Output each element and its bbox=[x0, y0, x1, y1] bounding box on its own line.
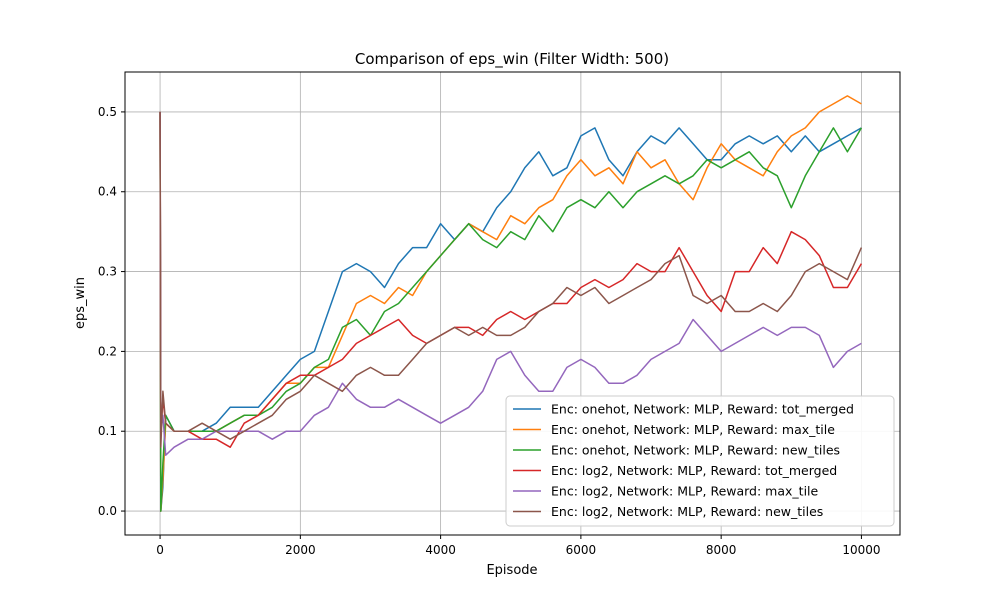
axis-ticks: 0 2000 4000 6000 8000 10000 0.0 0.1 0.2 0.3 0.4 0.5 bbox=[98, 105, 881, 557]
legend-label: Enc: log2, Network: MLP, Reward: new_til… bbox=[551, 504, 823, 519]
x-tick-label: 2000 bbox=[285, 543, 316, 557]
y-tick-label: 0.0 bbox=[98, 504, 117, 518]
legend-box bbox=[505, 395, 895, 527]
series-line-3 bbox=[159, 111, 863, 512]
legend-label: Enc: log2, Network: MLP, Reward: max_til… bbox=[551, 484, 819, 499]
legend-label: Enc: onehot, Network: MLP, Reward: max_t… bbox=[551, 422, 835, 437]
y-axis-label: eps_win bbox=[73, 277, 88, 329]
legend-items: Enc: onehot, Network: MLP, Reward: tot_m… bbox=[513, 402, 854, 519]
legend: Enc: onehot, Network: MLP, Reward: tot_m… bbox=[505, 395, 895, 527]
y-tick-label: 0.4 bbox=[98, 185, 117, 199]
legend-label: Enc: log2, Network: MLP, Reward: tot_mer… bbox=[551, 463, 837, 478]
y-tick-label: 0.5 bbox=[98, 105, 117, 119]
y-tick-label: 0.2 bbox=[98, 344, 117, 358]
series-lines bbox=[159, 95, 863, 512]
series-line-6 bbox=[159, 111, 863, 448]
series-line-5 bbox=[159, 111, 862, 456]
x-tick-label: 4000 bbox=[425, 543, 456, 557]
chart-title: Comparison of eps_win (Filter Width: 500… bbox=[355, 50, 669, 69]
y-tick-label: 0.3 bbox=[98, 265, 117, 279]
x-tick-label: 10000 bbox=[842, 543, 880, 557]
plot-frame bbox=[124, 71, 901, 536]
legend-label: Enc: onehot, Network: MLP, Reward: new_t… bbox=[551, 443, 840, 458]
legend-label: Enc: onehot, Network: MLP, Reward: tot_m… bbox=[551, 402, 854, 417]
x-axis-label: Episode bbox=[486, 563, 537, 578]
y-tick-label: 0.1 bbox=[98, 424, 117, 438]
x-tick-label: 8000 bbox=[706, 543, 737, 557]
x-tick-label: 6000 bbox=[566, 543, 597, 557]
x-tick-label: 0 bbox=[156, 543, 164, 557]
series-line-4 bbox=[159, 111, 863, 448]
grid-lines bbox=[125, 72, 900, 535]
series-line-1 bbox=[159, 111, 862, 512]
